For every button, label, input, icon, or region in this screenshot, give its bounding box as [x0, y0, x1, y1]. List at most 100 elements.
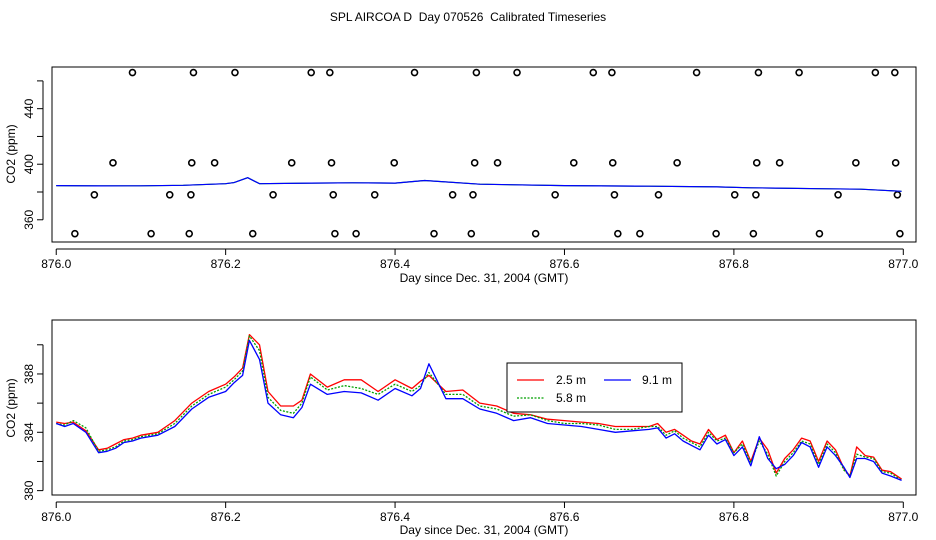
y-tick-label: 440	[22, 98, 36, 118]
calibration-point	[815, 229, 824, 238]
calibration-point	[410, 68, 419, 77]
calibration-point	[248, 229, 257, 238]
calibration-point	[71, 229, 79, 238]
calibration-point	[469, 190, 477, 199]
calibration-point	[430, 229, 438, 238]
calibration-point	[896, 229, 904, 238]
legend-label-9.1m: 9.1 m	[642, 373, 672, 387]
x-tick-label: 876.0	[41, 257, 71, 271]
calibration-point	[448, 190, 457, 199]
calibration-point	[608, 68, 616, 77]
x-tick-label: 877.0	[888, 257, 918, 271]
x-tick-label: 876.8	[719, 510, 749, 524]
calibration-point	[712, 229, 720, 238]
calibration-point	[287, 159, 296, 167]
calibration-point	[493, 159, 502, 167]
calibration-point	[730, 190, 739, 199]
series-line-9.1m	[55, 339, 902, 482]
calibration-point	[589, 68, 598, 77]
timeseries-lines	[55, 333, 902, 482]
x-tick-label: 876.4	[380, 257, 410, 271]
calibration-point	[614, 229, 622, 238]
calibration-point	[752, 190, 760, 199]
y-axis-label: CO2 (ppm)	[4, 124, 18, 183]
calibration-point	[610, 190, 619, 199]
legend-label-2.5m: 2.5 m	[556, 373, 586, 387]
calibration-point	[834, 190, 842, 199]
calibration-point	[513, 68, 521, 77]
calibration-point	[327, 159, 336, 167]
series-line-5.8m	[56, 335, 902, 481]
calibration-point	[329, 190, 338, 199]
calibration-point	[269, 190, 277, 199]
calibration-point	[472, 68, 481, 77]
calibration-point	[692, 68, 701, 77]
calibration-point	[852, 159, 860, 167]
calibration-point	[795, 68, 803, 77]
axes: 876.0 876.2 876.4 876.6 876.8 877.0 360 400 440	[22, 80, 919, 271]
calibration-point	[187, 190, 195, 199]
calibration-point	[390, 159, 399, 167]
calibration-point	[654, 190, 663, 199]
calibration-point	[470, 159, 479, 167]
legend-box	[506, 362, 683, 413]
y-tick-label: 360	[22, 209, 36, 229]
calibration-point	[467, 229, 476, 238]
calibration-point	[608, 159, 617, 167]
calibration-point	[891, 68, 899, 77]
page-title: SPL AIRCOA D Day 070526 Calibrated Times…	[329, 10, 607, 24]
calibration-point	[187, 159, 196, 167]
x-axis-label: Day since Dec. 31, 2004 (GMT)	[400, 523, 569, 537]
legend: 2.5 m 5.8 m 9.1 m	[506, 362, 683, 413]
calibration-point	[893, 190, 902, 199]
y-axis-label: CO2 (ppm)	[4, 378, 18, 437]
x-tick-label: 876.6	[549, 510, 579, 524]
calibration-points	[71, 68, 904, 238]
x-tick-label: 876.6	[549, 257, 579, 271]
y-tick-label: 400	[22, 154, 36, 174]
calibration-point	[754, 68, 763, 77]
calibration-point	[551, 190, 559, 199]
calibration-point	[165, 190, 174, 199]
timeseries-line	[56, 177, 902, 192]
calibration-point	[775, 159, 784, 167]
calibration-point	[147, 229, 155, 238]
timeseries-panel: 876.0 876.2 876.4 876.6 876.8 877.0380384388 …	[4, 319, 919, 537]
x-tick-label: 876.8	[719, 257, 749, 271]
axes: 876.0 876.2 876.4 876.6 876.8 877.0 380 384 388	[22, 344, 919, 524]
calibration-point	[370, 190, 379, 199]
calibration-point	[891, 159, 900, 167]
x-tick-label: 877.0	[888, 510, 918, 524]
legend-label-5.8m: 5.8 m	[556, 391, 586, 405]
calibration-point	[569, 159, 578, 167]
x-tick-label: 876.0	[41, 510, 71, 524]
calibration-point	[673, 159, 681, 167]
series-line-2.5m	[56, 333, 902, 480]
calibration-point	[871, 68, 880, 77]
calibration-point	[109, 159, 117, 167]
y-tick-label: 388	[22, 364, 36, 384]
x-tick-label: 876.4	[380, 510, 410, 524]
calibration-point	[749, 229, 758, 238]
calibration-point	[326, 68, 334, 77]
calibration-point	[352, 229, 360, 238]
calibration-panel: 876.0 876.2 876.4 876.6 876.8 877.0360400440 …	[4, 66, 919, 285]
x-tick-label: 876.2	[211, 257, 241, 271]
plot-frame	[51, 319, 917, 496]
timeseries-lines	[56, 177, 902, 192]
calibration-point	[189, 68, 198, 77]
y-tick-label: 384	[22, 422, 36, 442]
calibration-point	[90, 190, 99, 199]
calibration-point	[636, 229, 644, 238]
x-axis-label: Day since Dec. 31, 2004 (GMT)	[400, 271, 569, 285]
x-tick-label: 876.2	[211, 510, 241, 524]
calibration-point	[128, 68, 137, 77]
calibration-point	[531, 229, 540, 238]
calibration-point	[331, 229, 339, 238]
calibration-point	[752, 159, 761, 167]
calibration-point	[210, 159, 219, 167]
calibration-point	[185, 229, 194, 238]
calibration-point	[231, 68, 239, 77]
plot-frame	[51, 66, 917, 243]
